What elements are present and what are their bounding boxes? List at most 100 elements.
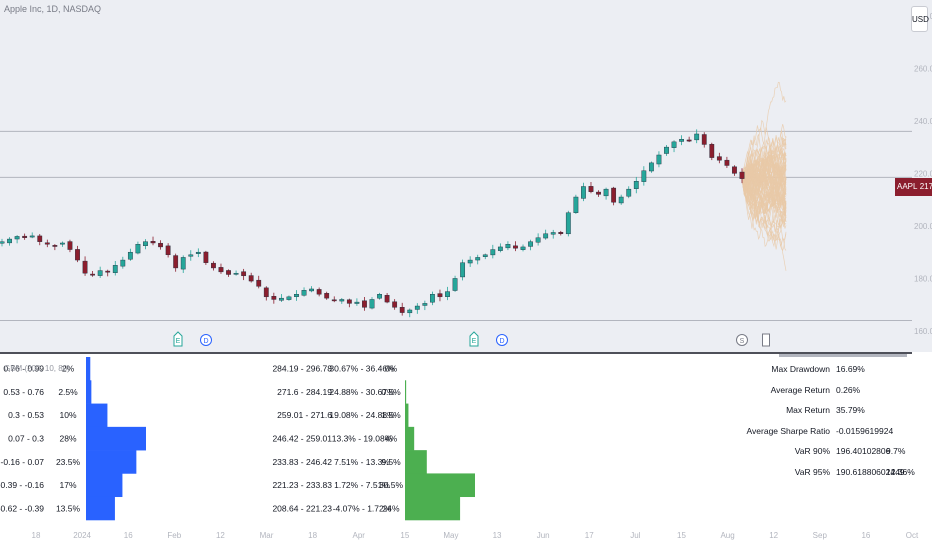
candle-body: [369, 299, 375, 309]
candle-body: [309, 288, 314, 292]
stat-label: Max Return: [786, 405, 830, 415]
candle-body: [437, 293, 443, 298]
price-tick-label: 240.00: [914, 117, 932, 126]
candle-body: [732, 166, 737, 174]
return-histogram: 0.76 - 0.99 2% 0.53 - 0.76 2.5% 0.3 - 0.53 10…: [0, 357, 146, 521]
candle-body: [362, 300, 367, 308]
histogram-value-label: 4%: [385, 434, 398, 444]
candle-body: [686, 139, 692, 142]
time-axis[interactable]: 18 2024 16 Feb 12 Mar 18 Apr 15 May 13 Jun 17 Jul 15 Au…: [32, 531, 919, 540]
candle-body: [611, 187, 617, 203]
indicator-label[interactable]: GBM (200, 10, 80): [4, 364, 70, 373]
time-tick-label: Mar: [260, 531, 274, 540]
candle-body: [120, 259, 126, 267]
news-marker[interactable]: [762, 333, 770, 347]
candle-body: [263, 287, 269, 298]
last-price-tag: AAPL 217.49: [895, 178, 932, 196]
candle-body: [497, 246, 503, 251]
stat-label: VaR 95%: [794, 466, 830, 477]
candle-body: [218, 267, 224, 273]
candle-body: [52, 245, 58, 247]
candle-body: [633, 181, 639, 189]
earnings-marker[interactable]: [173, 331, 183, 347]
stat-value: 35.79%: [836, 405, 865, 415]
candle-body: [135, 244, 141, 254]
stat-label: Average Return: [770, 384, 830, 395]
candle-body: [346, 299, 352, 304]
candle-body: [339, 299, 345, 302]
time-tick-label: 13: [493, 531, 502, 540]
split-marker[interactable]: [736, 334, 748, 346]
histogram-category-label: 284.19 - 296.78: [272, 364, 332, 374]
candle-body: [467, 259, 473, 264]
candles: [0, 129, 745, 318]
histogram-value-label: 17%: [59, 480, 76, 490]
candle-body: [641, 170, 647, 182]
time-tick-label: 16: [124, 531, 133, 540]
time-tick-label: Jul: [630, 531, 640, 540]
candle-body: [316, 289, 322, 295]
histogram-value-label: 0.5%: [381, 387, 401, 397]
candle-body: [694, 133, 700, 141]
time-tick-label: Oct: [906, 531, 919, 540]
histogram-value-label: 13.5%: [56, 503, 81, 513]
dividend-marker[interactable]: [496, 334, 508, 346]
histogram-range-label: 1.72% - 7.51%: [334, 480, 390, 490]
candle-body: [271, 296, 277, 300]
candle-body: [648, 162, 654, 172]
candle-body: [127, 251, 133, 260]
time-tick-label: 2024: [73, 531, 91, 540]
candle-body: [656, 154, 662, 165]
time-tick-label: 12: [216, 531, 225, 540]
candle-body: [384, 294, 390, 303]
candle-body: [490, 249, 496, 256]
stat-value: -0.0159619924: [836, 425, 894, 436]
time-tick-label: 15: [677, 531, 686, 540]
histogram-value-label: 28%: [59, 434, 76, 444]
stat-extra: 9.7%: [886, 446, 906, 456]
dividend-marker[interactable]: [200, 334, 212, 346]
histogram-range-label: 19.08% - 24.88%: [329, 410, 395, 420]
histogram-value-label: 1.5%: [381, 410, 401, 420]
histogram-bar: [405, 496, 461, 521]
candle-body: [550, 232, 556, 235]
candle-body: [203, 251, 209, 263]
candle-body: [67, 241, 73, 250]
histogram-category-label: 0.53 - 0.76: [3, 387, 44, 397]
currency-button[interactable]: USD: [911, 6, 929, 32]
histogram-value-label: 0%: [385, 364, 398, 374]
candle-body: [573, 196, 579, 213]
stat-value: 190.61880602449: [836, 466, 905, 477]
histogram-value-label: 23.5%: [56, 457, 81, 467]
time-tick-label: Apr: [353, 531, 366, 540]
candle-body: [603, 188, 609, 197]
histogram-value-label: 2.5%: [58, 387, 78, 397]
histogram-bar: [86, 496, 115, 521]
time-tick-label: 18: [32, 531, 41, 540]
earnings-marker[interactable]: [469, 331, 479, 347]
candle-body: [14, 236, 20, 240]
histogram-bar: [86, 473, 123, 498]
candle-body: [679, 139, 684, 142]
event-marker-icon: S: [740, 338, 745, 345]
forecast-path: [741, 142, 787, 206]
forecast-path: [741, 164, 787, 191]
histogram-range-label: 13.3% - 19.08%: [332, 434, 393, 444]
price-tick-label: 260.00: [914, 64, 932, 73]
histogram-value-label: 9.5%: [381, 457, 401, 467]
histogram-bar: [405, 450, 427, 474]
candle-body: [44, 242, 50, 245]
histogram-bar: [86, 403, 108, 428]
candle-body: [112, 265, 118, 273]
candle-body: [256, 279, 262, 287]
candle-body: [445, 291, 450, 297]
forecast-path: [741, 167, 787, 216]
histogram-category-label: 271.6 - 284.19: [277, 387, 332, 397]
candle-body: [724, 159, 730, 166]
candle-body: [354, 301, 360, 304]
histogram-category-label: 0.3 - 0.53: [8, 410, 44, 420]
candle-body: [29, 235, 35, 238]
